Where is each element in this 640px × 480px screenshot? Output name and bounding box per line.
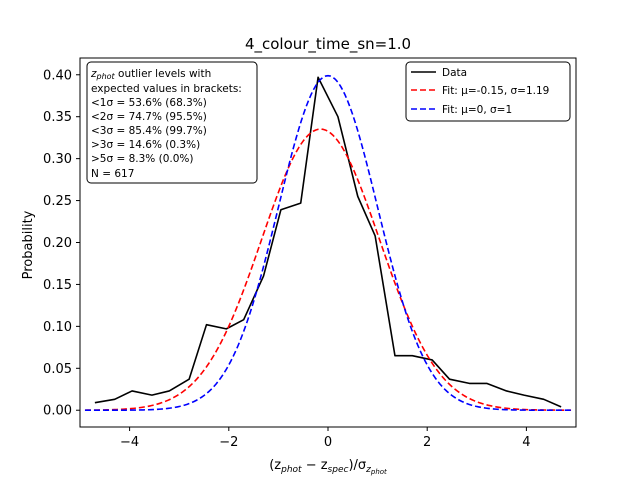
annotation-line-6: >3σ = 14.6% (0.3%) [91, 139, 200, 151]
y-tick-label: 0.20 [43, 236, 72, 251]
y-tick-label: 0.25 [43, 194, 72, 209]
data-line [94, 76, 562, 408]
annotation-line-8: N = 617 [91, 168, 134, 180]
y-tick-label: 0.35 [43, 110, 72, 125]
annotation-line-3: <1σ = 53.6% (68.3%) [91, 97, 207, 109]
annotation-line-5: <3σ = 85.4% (99.7%) [91, 125, 207, 137]
y-axis-label: Probability [21, 210, 36, 279]
y-tick-label: 0.15 [43, 278, 72, 293]
legend: Data Fit: μ=-0.15, σ=1.19 Fit: μ=0, σ=1 [405, 61, 571, 122]
annotation-line-1: zphot outlier levels with [90, 68, 211, 81]
fit-curve-red [84, 128, 572, 411]
legend-label-fit-red: Fit: μ=-0.15, σ=1.19 [442, 85, 549, 97]
legend-label-fit-blue: Fit: μ=0, σ=1 [442, 104, 512, 116]
y-tick-label: 0.00 [43, 404, 72, 419]
y-tick-label: 0.05 [43, 362, 72, 377]
annotation-line-7: >5σ = 8.3% (0.0%) [91, 153, 194, 165]
outlier-annotation: zphot outlier levels with expected value… [86, 61, 258, 184]
plot-area [84, 74, 572, 412]
annotation-line-2: expected values in brackets: [91, 83, 242, 95]
annotation-line-4: <2σ = 74.7% (95.5%) [91, 111, 207, 123]
x-axis-label: (zphot − zspec)/σzphot [269, 458, 387, 476]
legend-label-data: Data [442, 67, 467, 79]
y-tick-label: 0.40 [43, 68, 72, 83]
x-tick-label: 0 [324, 435, 332, 450]
x-tick-label: 4 [522, 435, 530, 450]
fit-curve-blue [84, 74, 572, 412]
annotation-box [86, 61, 258, 184]
x-tick-label: −4 [120, 435, 139, 450]
x-tick-label: 2 [423, 435, 431, 450]
y-tick-label: 0.10 [43, 320, 72, 335]
legend-box [405, 61, 571, 122]
x-tick-label: −2 [219, 435, 238, 450]
axes: −4 −2 0 2 4 0.00 0.05 0.10 0.15 0.20 0.25 0.30 0.35 0… [43, 57, 577, 450]
chart-title: 4_colour_time_sn=1.0 [245, 35, 411, 54]
y-tick-label: 0.30 [43, 152, 72, 167]
